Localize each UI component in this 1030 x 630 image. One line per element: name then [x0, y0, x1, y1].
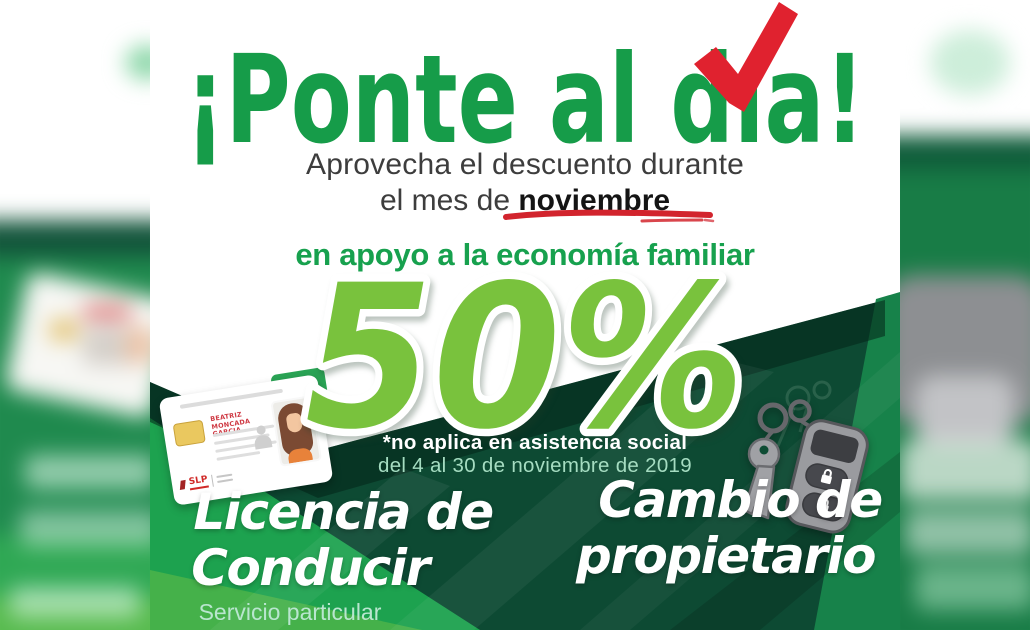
- subtitle-line2-prefix: el mes de: [379, 184, 519, 217]
- red-scribble-underline-icon: [503, 209, 715, 223]
- discount-art: 50%: [298, 258, 753, 473]
- checkmark-icon: [694, 2, 798, 112]
- service-left-line1: Licencia de: [193, 483, 494, 541]
- padlock-icon: [817, 498, 829, 514]
- service-right-line1: Cambio de: [598, 471, 883, 529]
- blur-blobs-right: [900, 0, 1030, 630]
- logo-lines: [216, 472, 234, 484]
- service-right-line2: propietario: [576, 527, 876, 585]
- blur-blobs-left: [0, 0, 150, 630]
- key: [742, 437, 781, 520]
- disclaimer-line2: del 4 al 30 de noviembre de 2019: [378, 454, 692, 477]
- green-background-shapes: [150, 292, 900, 630]
- blurred-background-left: [0, 0, 150, 630]
- flyer: ¡Ponte al día! Aprovecha el descuento du…: [150, 0, 900, 630]
- blurred-background-right: [900, 0, 1030, 630]
- subtitle-line1: Aprovecha el descuento durante: [306, 148, 744, 181]
- key-fob: [785, 419, 869, 534]
- disclaimer: *no aplica en asistencia social del 4 al…: [310, 431, 760, 477]
- padlock-icon: [820, 469, 832, 485]
- discount-percentage: 50%: [305, 258, 745, 473]
- service-left-line2: Conducir: [191, 539, 430, 597]
- support-line: en apoyo a la economía familiar: [295, 237, 755, 272]
- disclaimer-line1: *no aplica en asistencia social: [382, 431, 688, 454]
- service-left-note: Servicio particular: [198, 599, 382, 625]
- car-keys-icon: [742, 399, 869, 534]
